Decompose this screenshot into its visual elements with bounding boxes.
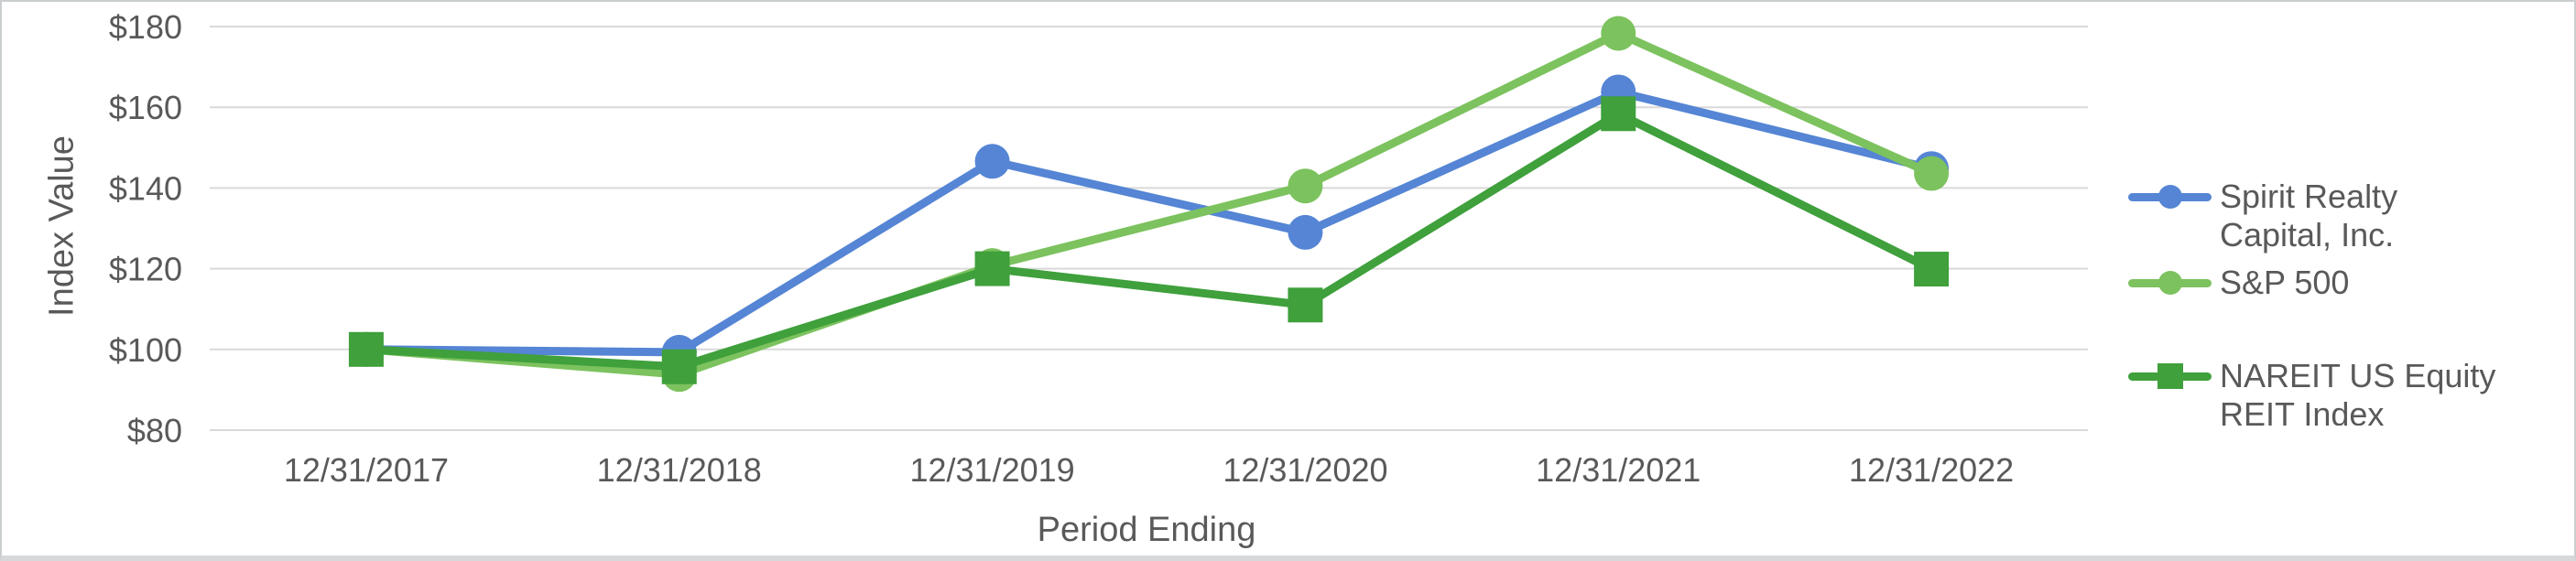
x-tick-label: 12/31/2022: [1849, 451, 2014, 489]
data-point-marker-circle: [1601, 16, 1636, 51]
x-tick-label: 12/31/2021: [1536, 451, 1701, 489]
series-line-2: [362, 109, 1936, 372]
data-point-marker-square: [348, 331, 384, 367]
y-tick-label: $180: [109, 8, 182, 46]
legend-label-line: S&P 500: [2220, 264, 2350, 301]
y-tick-label: $120: [109, 251, 182, 288]
legend-marker-line-circle-icon: [2128, 178, 2212, 216]
legend-item-sp500: S&P 500: [2128, 264, 2349, 302]
data-point-marker-square: [974, 251, 1010, 286]
chart-legend: Spirit Realty Capital, Inc. S&P 500 NARE…: [2128, 139, 2554, 426]
x-tick-label: 12/31/2018: [597, 451, 762, 489]
legend-label-line: NAREIT US Equity: [2220, 357, 2496, 394]
x-tick-label: 12/31/2019: [909, 451, 1074, 489]
series-line-0: [362, 87, 1936, 357]
data-point-marker-square: [1914, 252, 1950, 287]
legend-item-spirit-realty: Spirit Realty Capital, Inc.: [2128, 178, 2397, 254]
legend-label: S&P 500: [2220, 264, 2349, 302]
data-point-marker-circle: [1914, 156, 1950, 191]
legend-label: NAREIT US Equity REIT Index: [2220, 357, 2495, 426]
x-tick-label: 12/31/2017: [284, 451, 449, 489]
data-point-marker-square: [1601, 96, 1636, 132]
data-point-marker-circle: [974, 144, 1010, 179]
legend-marker-line-circle-icon: [2128, 264, 2212, 302]
y-tick-label: $100: [109, 331, 182, 369]
legend-marker-line-square-icon: [2128, 357, 2212, 395]
data-point-marker-circle: [1288, 214, 1323, 250]
legend-label: Spirit Realty Capital, Inc.: [2220, 178, 2397, 254]
x-axis-title: Period Ending: [1037, 511, 1256, 549]
y-tick-label: $80: [127, 412, 182, 449]
series-line-1: [362, 28, 1936, 379]
data-point-marker-square: [1288, 287, 1323, 323]
y-axis-title: Index Value: [42, 135, 82, 317]
legend-label-line: Capital, Inc.: [2220, 216, 2395, 254]
x-tick-label: 12/31/2020: [1223, 451, 1387, 489]
legend-item-nareit: NAREIT US Equity REIT Index: [2128, 357, 2495, 426]
y-tick-label: $160: [109, 89, 182, 126]
data-point-marker-circle: [1288, 168, 1323, 204]
data-point-marker-square: [661, 349, 697, 384]
legend-label-line: Spirit Realty: [2220, 178, 2398, 215]
y-tick-label: $140: [109, 169, 182, 207]
legend-label-line: REIT Index: [2220, 395, 2385, 426]
